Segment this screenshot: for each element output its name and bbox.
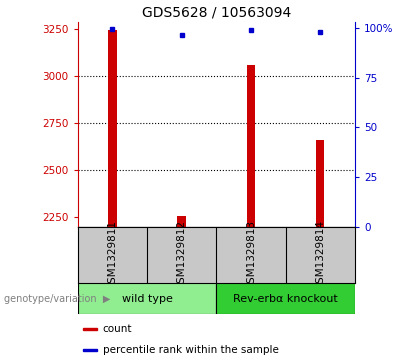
Text: percentile rank within the sample: percentile rank within the sample xyxy=(102,345,278,355)
Bar xyxy=(83,349,97,351)
Text: GSM1329813: GSM1329813 xyxy=(246,220,256,290)
Bar xyxy=(83,328,97,330)
Title: GDS5628 / 10563094: GDS5628 / 10563094 xyxy=(142,5,291,19)
Text: GSM1329811: GSM1329811 xyxy=(108,220,117,290)
Bar xyxy=(316,140,324,227)
Text: genotype/variation  ▶: genotype/variation ▶ xyxy=(4,294,110,303)
Bar xyxy=(78,283,216,314)
Bar xyxy=(108,30,116,227)
Text: Rev-erbα knockout: Rev-erbα knockout xyxy=(233,294,338,303)
Text: GSM1329812: GSM1329812 xyxy=(177,220,186,290)
Text: count: count xyxy=(102,324,132,334)
Bar xyxy=(216,283,355,314)
Bar xyxy=(247,65,255,227)
Bar xyxy=(178,216,186,227)
Text: GSM1329814: GSM1329814 xyxy=(315,220,325,290)
Text: wild type: wild type xyxy=(121,294,173,303)
